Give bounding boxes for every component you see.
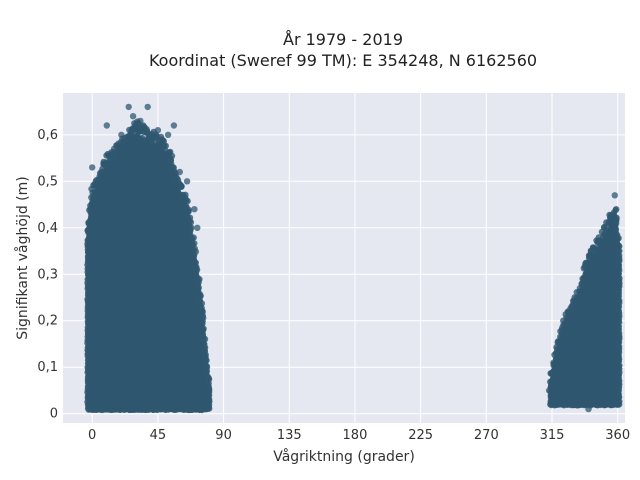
chart-title-line-1: År 1979 - 2019	[283, 30, 403, 49]
grid-lines	[63, 93, 625, 423]
chart-title-line-2: Koordinat (Sweref 99 TM): E 354248, N 61…	[149, 51, 537, 70]
data-points	[84, 103, 623, 414]
